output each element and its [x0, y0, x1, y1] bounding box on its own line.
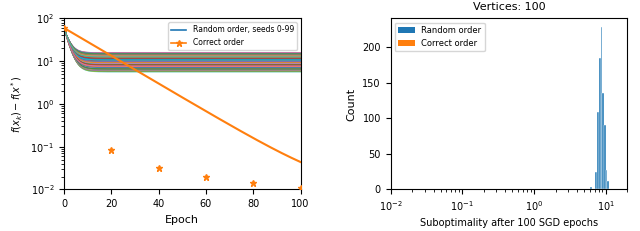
Legend: Random order, Correct order: Random order, Correct order: [395, 23, 485, 52]
Y-axis label: Count: Count: [347, 87, 356, 121]
X-axis label: Suboptimality after 100 SGD epochs: Suboptimality after 100 SGD epochs: [420, 219, 598, 228]
Bar: [589, 187, 592, 189]
X-axis label: Epoch: Epoch: [165, 215, 199, 225]
Bar: [596, 112, 598, 189]
Bar: [607, 181, 609, 189]
Bar: [598, 58, 600, 189]
Legend: Random order, seeds 0-99, Correct order: Random order, seeds 0-99, Correct order: [168, 22, 297, 50]
Y-axis label: $f(x_k) - f(x^*)$: $f(x_k) - f(x^*)$: [10, 75, 25, 133]
Bar: [602, 93, 604, 189]
Bar: [600, 27, 602, 189]
Bar: [604, 125, 605, 189]
Bar: [595, 172, 596, 189]
Title: Vertices: 100: Vertices: 100: [472, 2, 545, 12]
Bar: [605, 170, 607, 189]
